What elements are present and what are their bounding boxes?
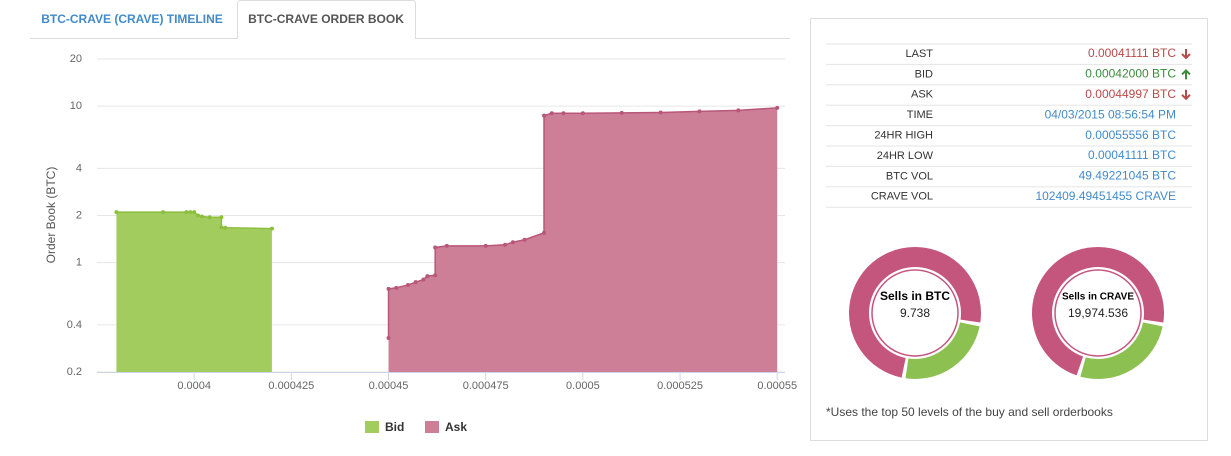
data-point <box>192 210 197 215</box>
stat-label: BTC VOL <box>886 170 933 182</box>
stat-label: BID <box>915 68 933 80</box>
data-point <box>219 215 224 220</box>
x-tick-label: 0.00045 <box>369 380 409 392</box>
stat-value: 0.00041111 BTC <box>1088 148 1176 162</box>
donut-value: 19,974.536 <box>1068 306 1128 320</box>
legend-swatch <box>365 421 379 433</box>
y-tick-label: 10 <box>70 100 82 112</box>
data-point <box>425 274 430 279</box>
data-point <box>394 285 399 290</box>
donut-segment <box>905 321 980 379</box>
data-point <box>161 210 166 215</box>
stat-label: 24HR HIGH <box>874 130 933 142</box>
data-point <box>619 110 624 115</box>
data-point <box>697 109 702 114</box>
footnote: *Uses the top 50 levels of the buy and s… <box>826 405 1113 419</box>
donut-title: Sells in CRAVE <box>1062 292 1134 303</box>
tab[interactable]: BTC-CRAVE ORDER BOOK <box>248 12 404 26</box>
x-tick-label: 0.000425 <box>268 380 314 392</box>
x-tick-label: 0.0005 <box>566 380 600 392</box>
trend-arrow <box>1181 68 1191 80</box>
area <box>116 212 272 372</box>
data-point <box>658 110 663 115</box>
x-tick-label: 0.00055 <box>757 380 797 392</box>
data-point <box>433 273 438 278</box>
y-tick-label: 0.4 <box>67 319 82 331</box>
data-point <box>184 210 189 215</box>
stat-value: 0.00055556 BTC <box>1085 128 1176 142</box>
donut-segment <box>1032 247 1164 376</box>
donut-inner <box>1054 269 1142 357</box>
stat-value: 04/03/2015 08:56:54 PM <box>1045 107 1176 121</box>
y-tick-label: 1 <box>76 257 82 269</box>
data-point <box>188 210 193 215</box>
legend-label: Ask <box>445 420 467 434</box>
stat-label: TIME <box>907 109 933 121</box>
x-tick-label: 0.000475 <box>463 380 509 392</box>
tab[interactable]: BTC-CRAVE (CRAVE) TIMELINE <box>41 12 223 26</box>
y-tick-label: 0.2 <box>67 366 82 378</box>
data-point <box>269 226 274 231</box>
data-point <box>114 210 119 215</box>
y-tick-label: 20 <box>70 53 82 65</box>
y-tick-label: 4 <box>76 162 82 174</box>
stat-label: CRAVE VOL <box>871 191 933 203</box>
data-point <box>444 243 449 248</box>
active-tab[interactable] <box>237 0 416 39</box>
trend-arrow <box>1181 49 1191 60</box>
data-point <box>510 240 515 245</box>
stat-value: 0.00042000 BTC <box>1085 67 1176 81</box>
trend-arrow <box>1181 89 1191 101</box>
data-point <box>386 335 391 340</box>
x-tick-label: 0.0004 <box>177 380 211 392</box>
data-point <box>549 111 554 116</box>
y-tick-label: 2 <box>76 209 82 221</box>
data-point <box>199 214 204 219</box>
data-point <box>775 105 780 110</box>
stat-label: LAST <box>905 48 933 60</box>
data-point <box>421 277 426 282</box>
data-point <box>736 108 741 113</box>
data-point <box>561 111 566 116</box>
stat-value: 49.49221045 BTC <box>1079 169 1177 183</box>
data-point <box>483 243 488 248</box>
donut-title: Sells in BTC <box>880 289 950 303</box>
donut-inner <box>871 269 959 357</box>
stats-panel <box>810 18 1208 441</box>
donut-segment <box>1080 321 1163 379</box>
area <box>388 107 778 372</box>
data-point <box>207 215 212 220</box>
legend-swatch <box>425 421 439 433</box>
stat-label: 24HR LOW <box>877 150 934 162</box>
x-tick-label: 0.000525 <box>657 380 703 392</box>
stat-value: 0.00044997 BTC <box>1085 87 1176 101</box>
data-point <box>522 237 527 242</box>
data-point <box>386 286 391 291</box>
data-point <box>503 242 508 247</box>
y-axis-title: Order Book (BTC) <box>44 167 58 264</box>
data-point <box>413 280 418 285</box>
donut-value: 9.738 <box>900 306 930 320</box>
stat-label: ASK <box>911 89 934 101</box>
data-point <box>580 111 585 116</box>
donut-segment <box>849 247 981 378</box>
data-point <box>196 213 201 218</box>
data-point <box>219 225 224 230</box>
stat-value: 102409.49451455 CRAVE <box>1035 189 1176 203</box>
data-point <box>542 230 547 235</box>
data-point <box>223 225 228 230</box>
data-point <box>542 113 547 118</box>
data-point <box>405 282 410 287</box>
legend-label: Bid <box>385 420 404 434</box>
stat-value: 0.00041111 BTC <box>1088 46 1176 60</box>
data-point <box>433 245 438 250</box>
